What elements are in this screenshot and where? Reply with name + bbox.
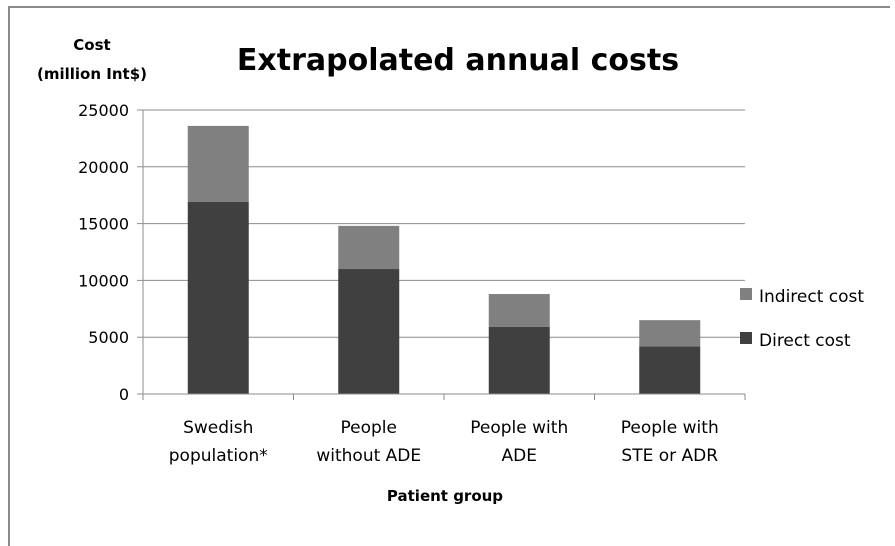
bar-indirect-cost xyxy=(187,125,249,203)
y-tick-label: 15000 xyxy=(78,215,129,234)
chart-frame xyxy=(8,6,890,546)
y-tick-label: 5000 xyxy=(88,328,129,347)
x-tick-label: STE or ADR xyxy=(621,446,718,466)
legend-label-direct-cost: Direct cost xyxy=(759,331,851,351)
bar-direct-cost xyxy=(187,202,249,394)
x-tick-label: People with xyxy=(621,418,719,438)
y-axis-label-line-2: (million Int$) xyxy=(37,65,147,83)
bar-direct-cost xyxy=(338,269,400,394)
legend-swatch-direct-cost xyxy=(740,332,752,344)
y-tick-label: 25000 xyxy=(78,101,129,120)
y-axis-label-line-1: Cost xyxy=(73,36,110,54)
chart-title: Extrapolated annual costs xyxy=(237,43,679,78)
y-tick-label: 0 xyxy=(119,385,129,404)
y-tick-label: 10000 xyxy=(78,271,129,290)
x-tick-label: Swedish xyxy=(183,418,253,438)
x-axis-label: Patient group xyxy=(387,487,503,505)
bar-direct-cost xyxy=(488,326,550,394)
x-tick-label: without ADE xyxy=(316,446,421,466)
y-tick-label: 20000 xyxy=(78,158,129,177)
x-tick-label: People xyxy=(341,418,397,438)
bar-direct-cost xyxy=(639,346,701,394)
legend-label-indirect-cost: Indirect cost xyxy=(759,287,864,307)
bar-indirect-cost xyxy=(639,320,701,347)
x-tick-label: People with xyxy=(470,418,568,438)
bar-indirect-cost xyxy=(338,225,400,270)
x-tick-label: population* xyxy=(169,446,268,466)
x-tick-label: ADE xyxy=(502,446,537,466)
legend-swatch-indirect-cost xyxy=(740,288,752,300)
bar-indirect-cost xyxy=(488,294,550,327)
